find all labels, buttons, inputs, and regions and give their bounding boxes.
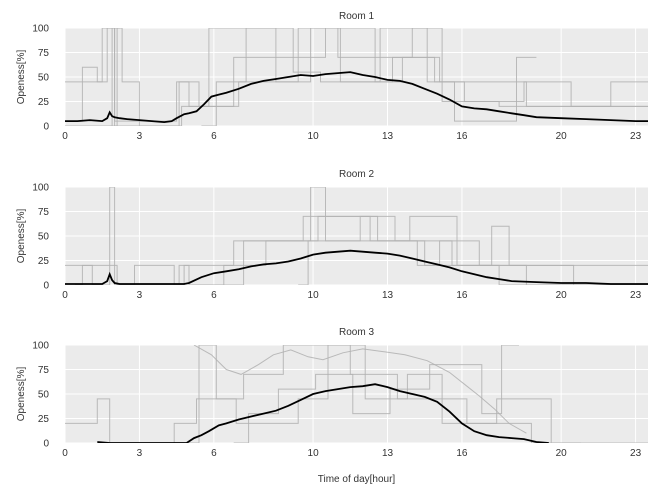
x-tick-label: 0 bbox=[62, 448, 68, 459]
x-tick-label: 20 bbox=[556, 290, 568, 301]
y-tick-label: 50 bbox=[38, 73, 50, 84]
chart-title: Room 2 bbox=[339, 169, 374, 180]
y-tick-label: 75 bbox=[38, 207, 50, 218]
x-tick-label: 3 bbox=[137, 131, 143, 142]
x-tick-label: 13 bbox=[382, 290, 394, 301]
series-group bbox=[65, 28, 648, 126]
y-tick-label: 100 bbox=[32, 183, 49, 194]
y-tick-label: 50 bbox=[38, 232, 50, 243]
x-tick-label: 0 bbox=[62, 131, 68, 142]
y-tick-label: 100 bbox=[32, 341, 49, 352]
x-tick-label: 20 bbox=[556, 131, 568, 142]
raw-series-line-4 bbox=[298, 215, 648, 285]
x-tick-label: 16 bbox=[456, 290, 468, 301]
raw-series-line-1 bbox=[65, 187, 648, 285]
y-tick-label: 25 bbox=[38, 256, 50, 267]
y-tick-label: 75 bbox=[38, 365, 50, 376]
x-tick-label: 23 bbox=[630, 290, 642, 301]
raw-series-line-5 bbox=[109, 28, 120, 126]
mean-series-line bbox=[65, 71, 648, 124]
x-tick-label: 3 bbox=[137, 290, 143, 301]
y-tick-label: 0 bbox=[43, 281, 49, 292]
x-tick-label: 3 bbox=[137, 448, 143, 459]
y-tick-label: 0 bbox=[43, 122, 49, 133]
x-tick-label: 6 bbox=[211, 131, 217, 142]
y-tick-label: 25 bbox=[38, 414, 50, 425]
x-tick-label: 6 bbox=[211, 290, 217, 301]
x-tick-label: 20 bbox=[556, 448, 568, 459]
y-tick-label: 50 bbox=[38, 390, 50, 401]
panel-room-2: 0 25 50 75 100 0 3 6 10 13 16 20 23 Room 2 Openess[%] bbox=[16, 169, 648, 301]
x-tick-label: 10 bbox=[308, 290, 320, 301]
y-axis-label: Openess[%] bbox=[16, 50, 27, 105]
y-axis-label: Openess[%] bbox=[16, 209, 27, 264]
raw-series-line-3 bbox=[191, 215, 648, 285]
x-tick-label: 10 bbox=[308, 131, 320, 142]
x-tick-label: 16 bbox=[456, 448, 468, 459]
x-tick-label: 23 bbox=[630, 131, 642, 142]
chart-title: Room 1 bbox=[339, 11, 374, 22]
mean-series-line bbox=[65, 249, 648, 285]
x-tick-label: 0 bbox=[62, 290, 68, 301]
y-tick-label: 25 bbox=[38, 97, 50, 108]
x-tick-label: 23 bbox=[630, 448, 642, 459]
x-tick-label: 10 bbox=[308, 448, 320, 459]
raw-series-line-4 bbox=[201, 28, 537, 126]
x-axis-label: Time of day[hour] bbox=[318, 474, 396, 485]
series-group bbox=[65, 345, 648, 443]
y-tick-label: 100 bbox=[32, 24, 49, 35]
x-tick-label: 13 bbox=[382, 131, 394, 142]
y-axis-label: Openess[%] bbox=[16, 367, 27, 422]
panel-room-3: 0 25 50 75 100 0 3 6 10 13 16 20 23 Room 3 Openess[%] T… bbox=[16, 327, 648, 485]
y-tick-label: 0 bbox=[43, 439, 49, 450]
chart-title: Room 3 bbox=[339, 327, 374, 338]
mean-series-line bbox=[97, 383, 549, 443]
series-group bbox=[65, 187, 648, 285]
x-tick-label: 16 bbox=[456, 131, 468, 142]
y-tick-label: 75 bbox=[38, 48, 50, 59]
panel-room-1: 0 25 50 75 100 0 3 6 10 13 16 20 23 Room 1 Openess[%] bbox=[16, 11, 648, 142]
x-tick-label: 13 bbox=[382, 448, 394, 459]
raw-series-line-1 bbox=[65, 28, 648, 126]
raw-series-line-1 bbox=[65, 345, 581, 443]
raw-series-line-2 bbox=[65, 28, 648, 122]
raw-series-line-4 bbox=[233, 345, 519, 443]
raw-series-line-3 bbox=[193, 345, 527, 434]
x-tick-label: 6 bbox=[211, 448, 217, 459]
raw-series-line-2 bbox=[74, 187, 648, 285]
